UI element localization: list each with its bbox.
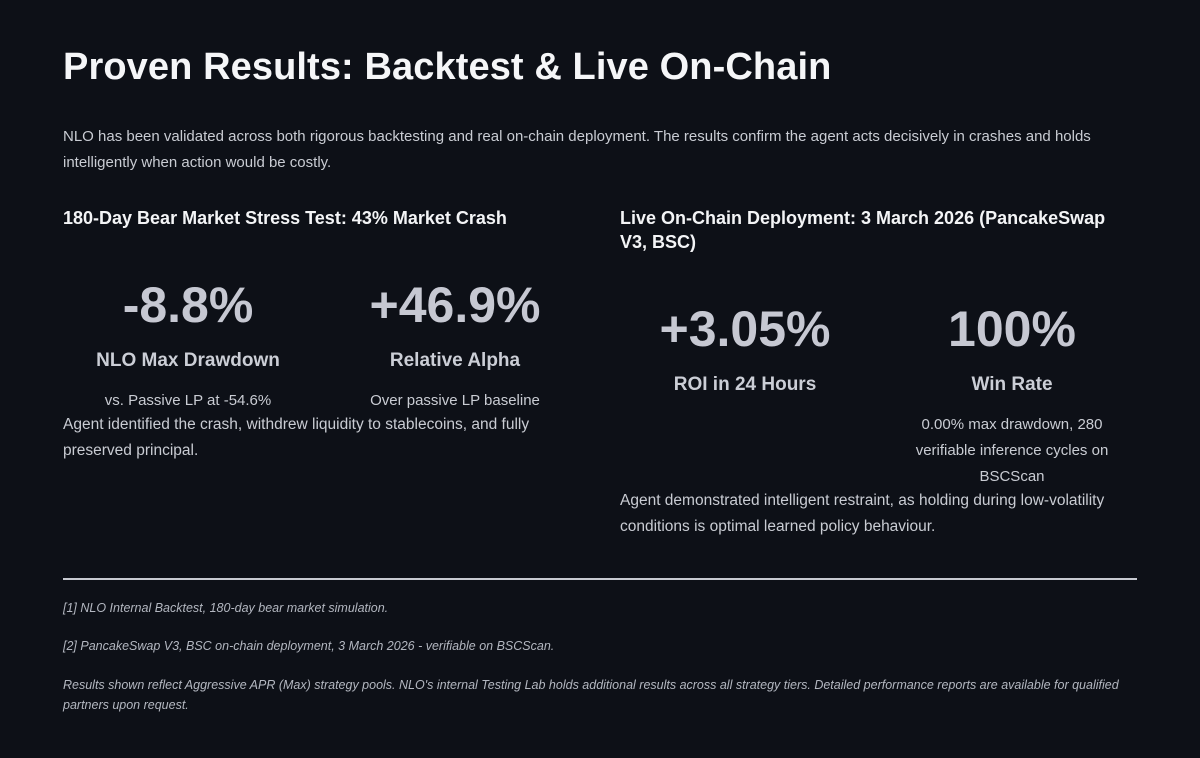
backtest-summary: Agent identified the crash, withdrew liq… xyxy=(63,416,530,459)
metric-relative-alpha: +46.9% Relative Alpha Over passive LP ba… xyxy=(330,276,580,414)
intro-paragraph: NLO has been validated across both rigor… xyxy=(63,128,1091,171)
metric-subtext: 0.00% max drawdown, 280 verifiable infer… xyxy=(915,416,1109,485)
footnote-2: [2] PancakeSwap V3, BSC on-chain deploym… xyxy=(63,639,555,653)
metric-max-drawdown: -8.8% NLO Max Drawdown vs. Passive LP at… xyxy=(63,276,313,414)
footnote-disclaimer: Results shown reflect Aggressive APR (Ma… xyxy=(63,678,1119,712)
metric-label: ROI in 24 Hours xyxy=(673,374,817,395)
metric-value: +3.05% xyxy=(659,301,831,357)
backtest-section: 180-Day Bear Market Stress Test: 43% Mar… xyxy=(63,206,593,459)
metric-value: 100% xyxy=(948,301,1076,357)
results-page: Proven Results: Backtest & Live On-Chain… xyxy=(63,0,1137,758)
metric-value: -8.8% xyxy=(122,277,254,333)
metric-value: +46.9% xyxy=(369,277,541,333)
backtest-heading: 180-Day Bear Market Stress Test: 43% Mar… xyxy=(63,208,507,228)
metric-subtext: vs. Passive LP at -54.6% xyxy=(104,392,272,409)
page-title: Proven Results: Backtest & Live On-Chain xyxy=(63,46,832,88)
metric-roi-24h: +3.05% ROI in 24 Hours xyxy=(620,300,870,398)
live-deployment-summary: Agent demonstrated intelligent restraint… xyxy=(620,492,1105,535)
metric-label: NLO Max Drawdown xyxy=(96,350,280,371)
live-deployment-section: Live On-Chain Deployment: 3 March 2026 (… xyxy=(620,206,1137,535)
footnote-divider xyxy=(63,578,1137,580)
metric-subtext: Over passive LP baseline xyxy=(370,392,540,409)
metric-label: Relative Alpha xyxy=(389,350,521,371)
live-deployment-heading: Live On-Chain Deployment: 3 March 2026 (… xyxy=(620,208,1106,252)
metric-label: Win Rate xyxy=(971,374,1053,395)
footnote-1: [1] NLO Internal Backtest, 180-day bear … xyxy=(63,601,389,615)
metric-win-rate: 100% Win Rate 0.00% max drawdown, 280 ve… xyxy=(887,300,1137,490)
